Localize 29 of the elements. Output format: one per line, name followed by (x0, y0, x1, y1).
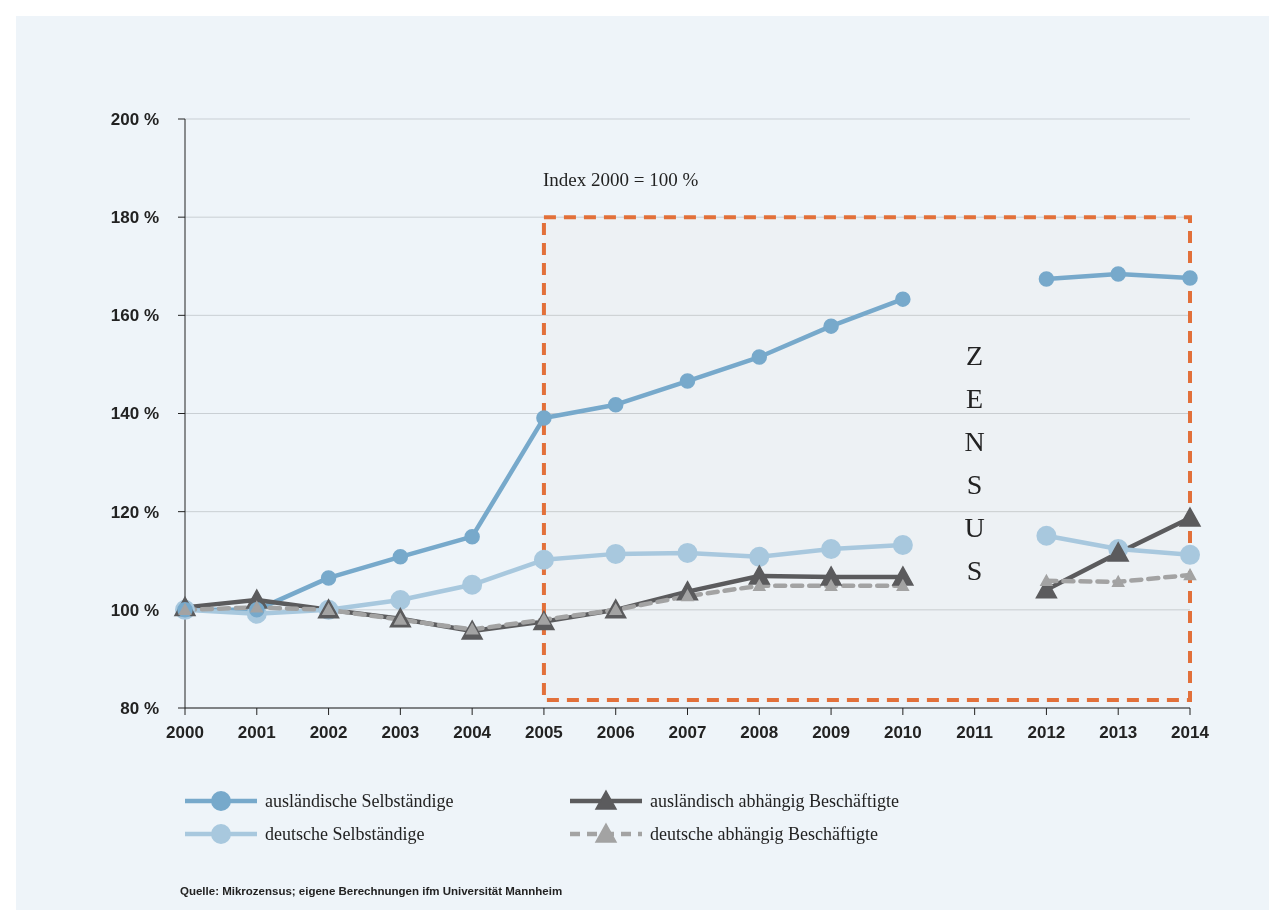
x-tick-label: 2013 (1099, 723, 1138, 742)
x-tick-label: 2009 (812, 723, 850, 742)
y-tick-label: 100 % (110, 600, 159, 620)
x-tick-label: 2000 (166, 723, 204, 742)
y-tick-label: 180 % (110, 208, 159, 228)
y-tick-label: 80 % (120, 698, 159, 718)
y-tick-label: 200 % (110, 109, 159, 129)
annotation: ZENSUS (964, 340, 985, 587)
x-tick-label: 2002 (309, 723, 348, 742)
x-tick-label: 2006 (596, 723, 635, 742)
x-tick-label: 2003 (381, 723, 420, 742)
source-note: Quelle: Mikrozensus; eigene Berechnungen ifm Universität Mannheim (180, 885, 563, 897)
x-tick-label: 2011 (956, 723, 994, 742)
x-tick-label: 2007 (668, 723, 707, 742)
x-tick-label: 2012 (1027, 723, 1066, 742)
y-tick-label: 160 % (110, 306, 159, 326)
annotation: Index 2000 = 100 % (543, 169, 699, 190)
x-tick-label: 2005 (525, 723, 563, 742)
x-tick-label: 2008 (740, 723, 779, 742)
legend-label: deutsche Selbständige (265, 824, 425, 845)
legend-label: ausländische Selbständige (265, 791, 454, 812)
legend-label: ausländisch abhängig Beschäftigte (650, 791, 899, 812)
x-tick-label: 2010 (883, 723, 922, 742)
x-tick-label: 2004 (453, 723, 492, 742)
y-tick-label: 140 % (110, 404, 159, 424)
legend-label: deutsche abhängig Beschäftigte (650, 824, 878, 845)
y-tick-label: 120 % (110, 502, 159, 522)
x-tick-label: 2001 (237, 723, 276, 742)
x-tick-label: 2014 (1171, 723, 1210, 742)
